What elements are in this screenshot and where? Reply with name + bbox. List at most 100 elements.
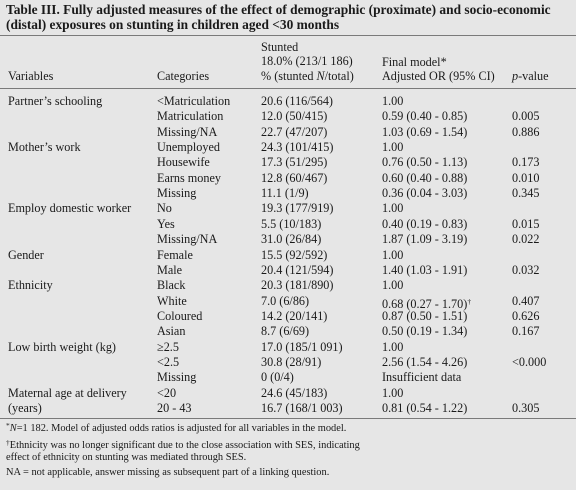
cell-category-text: White (157, 293, 187, 308)
cell-category-text: <Matriculation (157, 94, 231, 108)
cell-adjusted-or: 0.50 (0.19 - 1.34) (382, 324, 467, 339)
cell-stunted-text: 20.4 (121/594) (261, 262, 334, 277)
cell-variable-text: Gender (8, 247, 44, 262)
header-p-post: -value (518, 69, 549, 83)
cell-stunted-text: 12.8 (60/467) (261, 170, 328, 185)
cell-variable-text: Employ domestic worker (8, 201, 132, 216)
cell-adjusted-or-text: 1.00 (382, 278, 404, 293)
cell-adjusted-or: 0.36 (0.04 - 3.03) (382, 186, 467, 201)
cell-adjusted-or: 1.00 (382, 94, 403, 109)
cell-category-text: Missing (157, 186, 197, 201)
cell-variable-text: Partner’s schooling (8, 94, 103, 108)
footnote-2-text-1: Ethnicity was no longer significant due … (9, 440, 360, 451)
cell-p-value-text: 0.173 (512, 155, 540, 170)
cell-variable-text: (years) (8, 401, 42, 415)
cell-stunted-text: 16.7 (168/1 003) (261, 401, 343, 415)
cell-p-value-text: 0.886 (512, 124, 540, 139)
cell-adjusted-or-text: 1.00 (382, 339, 404, 354)
cell-p-value-text: 0.005 (512, 109, 540, 124)
cell-adjusted-or: 1.00 (382, 140, 403, 155)
cell-category: <2.5 (157, 355, 179, 370)
cell-category: Housewife (157, 155, 210, 170)
cell-category-text: Coloured (157, 308, 203, 323)
cell-stunted: 17.3 (51/295) (261, 155, 327, 170)
header-p-italic: p (512, 69, 519, 83)
cell-category-text: Unemployed (157, 140, 220, 155)
cell-p-value: 0.005 (512, 109, 539, 124)
cell-adjusted-or-text: Insufficient data (382, 370, 462, 385)
cell-adjusted-or-text: 1.00 (382, 201, 404, 216)
cell-variable: (years) (8, 401, 42, 416)
cell-category-text: Missing/NA (157, 232, 218, 247)
cell-p-value: 0.015 (512, 217, 539, 232)
cell-variable: Maternal age at delivery (8, 386, 127, 401)
cell-adjusted-or: 0.87 (0.50 - 1.51) (382, 309, 467, 324)
footnote-1-text: =1 182. Model of adjusted odds ratios is… (16, 423, 347, 434)
header-model-label: Final model (382, 55, 441, 69)
cell-stunted: 31.0 (26/84) (261, 232, 321, 247)
footnote-1: *N=1 182. Model of adjusted odds ratios … (6, 420, 572, 435)
table-title: Table III. Fully adjusted measures of th… (6, 2, 572, 32)
cell-category: Earns money (157, 171, 221, 186)
cell-adjusted-or: Insufficient data (382, 370, 461, 385)
cell-stunted: 19.3 (177/919) (261, 201, 333, 216)
cell-category-text: Male (157, 262, 183, 277)
cell-category: White (157, 294, 187, 309)
cell-p-value: 0.167 (512, 324, 539, 339)
cell-category: Missing/NA (157, 232, 217, 247)
footnote-2-line-2: effect of ethnicity on stunting was medi… (6, 452, 247, 464)
cell-stunted-text: 20.6 (116/564) (261, 94, 333, 108)
header-stunted-line-2: 18.0% (213/1 186) (261, 54, 353, 69)
header-model-line-1: Final model* (382, 55, 495, 69)
cell-adjusted-or: 1.40 (1.03 - 1.91) (382, 263, 467, 278)
cell-stunted: 14.2 (20/141) (261, 309, 327, 324)
cell-stunted-text: 24.3 (101/415) (261, 140, 334, 155)
cell-adjusted-or-text: 0.68 (0.27 - 1.70) (382, 296, 468, 311)
cell-p-value: 0.886 (512, 125, 539, 140)
cell-p-value-text: 0.032 (512, 262, 540, 277)
cell-stunted-text: 22.7 (47/207) (261, 124, 328, 139)
cell-category-text: ≥2.5 (157, 339, 179, 354)
cell-adjusted-or: 1.00 (382, 340, 403, 355)
cell-category-text: Yes (157, 216, 175, 231)
cell-category: Male (157, 263, 182, 278)
cell-p-value-text: <0.000 (512, 354, 547, 369)
cell-p-value: 0.407 (512, 294, 539, 309)
cell-variable: Partner’s schooling (8, 94, 102, 109)
cell-p-value-text: 0.022 (512, 232, 540, 247)
cell-p-value-text: 0.407 (512, 293, 540, 308)
header-categories: Categories (157, 69, 210, 83)
footnote-1-n: N (9, 423, 17, 434)
cell-adjusted-or-text: 1.87 (1.09 - 3.19) (382, 232, 468, 247)
cell-stunted-text: 17.0 (185/1 091) (261, 339, 343, 354)
header-stunted-line-3-post: /total) (324, 68, 354, 83)
cell-p-value-text: 0.626 (512, 308, 540, 323)
cell-stunted: 20.6 (116/564) (261, 94, 333, 109)
cell-category-text: Asian (157, 324, 186, 339)
header-rule (0, 88, 576, 89)
cell-p-value-text: 0.167 (512, 324, 540, 339)
cell-adjusted-or-text: 2.56 (1.54 - 4.26) (382, 354, 468, 369)
cell-variable-text: Mother’s work (8, 140, 81, 155)
cell-category: Missing (157, 186, 196, 201)
cell-stunted: 20.3 (181/890) (261, 278, 333, 293)
footnote-2: †Ethnicity was no longer significant due… (6, 437, 572, 465)
cell-stunted-text: 8.7 (6/69) (261, 324, 310, 339)
table-title-line-1: Table III. Fully adjusted measures of th… (6, 2, 551, 17)
cell-stunted-text: 15.5 (92/592) (261, 247, 328, 262)
cell-adjusted-or-text: 0.76 (0.50 - 1.13) (382, 155, 468, 170)
cell-category: No (157, 201, 172, 216)
cell-stunted-text: 24.6 (45/183) (261, 385, 328, 400)
cell-variable-text: Ethnicity (8, 278, 53, 293)
cell-variable-text: Low birth weight (kg) (8, 339, 116, 354)
cell-variable: Mother’s work (8, 140, 81, 155)
cell-adjusted-or: 0.68 (0.27 - 1.70)† (382, 294, 471, 312)
cell-adjusted-or: 0.60 (0.40 - 0.88) (382, 171, 467, 186)
cell-stunted-text: 19.3 (177/919) (261, 201, 334, 216)
cell-stunted: 30.8 (28/91) (261, 355, 321, 370)
cell-stunted: 5.5 (10/183) (261, 217, 321, 232)
cell-p-value: 0.010 (512, 171, 539, 186)
cell-category: <20 (157, 386, 176, 401)
cell-adjusted-or-text: 0.60 (0.40 - 0.88) (382, 170, 468, 185)
